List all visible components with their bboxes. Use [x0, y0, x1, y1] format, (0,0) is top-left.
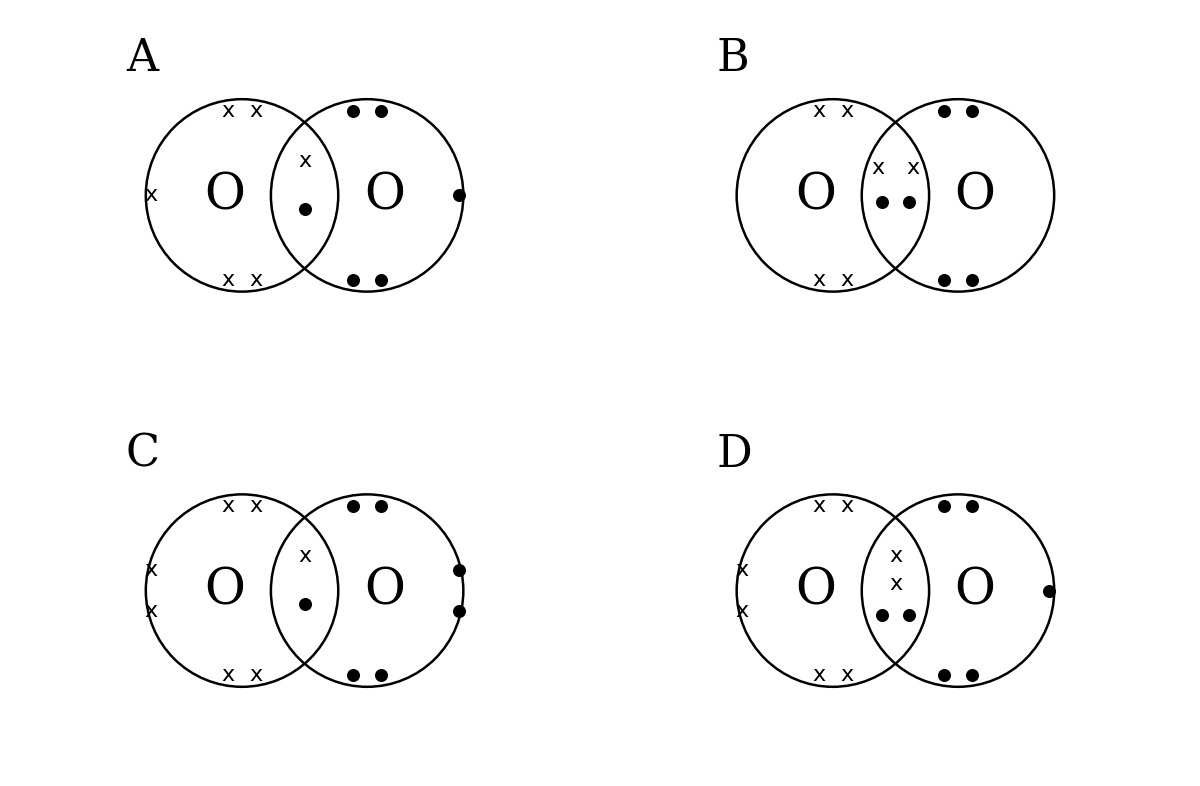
Text: x: x: [840, 270, 853, 290]
Text: x: x: [871, 158, 884, 178]
Point: [935, 274, 954, 286]
Point: [343, 105, 362, 117]
Point: [935, 669, 954, 681]
Point: [449, 605, 468, 618]
Text: B: B: [716, 37, 750, 80]
Point: [900, 196, 919, 208]
Text: O: O: [204, 566, 245, 615]
Point: [371, 105, 390, 117]
Point: [371, 669, 390, 681]
Text: x: x: [250, 496, 263, 516]
Text: O: O: [796, 566, 836, 615]
Text: O: O: [796, 171, 836, 220]
Text: x: x: [840, 496, 853, 516]
Text: O: O: [204, 171, 245, 220]
Text: A: A: [126, 37, 158, 80]
Point: [935, 500, 954, 512]
Text: x: x: [144, 601, 157, 621]
Point: [900, 608, 919, 621]
Text: x: x: [812, 270, 826, 290]
Text: x: x: [906, 158, 919, 178]
Text: x: x: [889, 574, 902, 593]
Point: [962, 105, 982, 117]
Text: x: x: [222, 101, 235, 121]
Point: [449, 564, 468, 576]
Text: x: x: [889, 546, 902, 566]
Text: x: x: [734, 560, 748, 580]
Point: [343, 669, 362, 681]
Text: D: D: [716, 432, 752, 476]
Text: x: x: [222, 270, 235, 290]
Point: [872, 196, 892, 208]
Point: [872, 608, 892, 621]
Text: O: O: [364, 171, 404, 220]
Text: O: O: [955, 171, 996, 220]
Text: x: x: [812, 496, 826, 516]
Text: x: x: [144, 185, 157, 205]
Point: [371, 500, 390, 512]
Text: x: x: [734, 601, 748, 621]
Text: x: x: [812, 665, 826, 685]
Point: [935, 105, 954, 117]
Text: x: x: [144, 560, 157, 580]
Text: x: x: [250, 665, 263, 685]
Text: x: x: [222, 665, 235, 685]
Text: x: x: [222, 496, 235, 516]
Point: [1039, 584, 1058, 597]
Point: [295, 598, 314, 611]
Point: [962, 669, 982, 681]
Point: [343, 500, 362, 512]
Text: x: x: [250, 270, 263, 290]
Point: [295, 203, 314, 215]
Text: x: x: [250, 101, 263, 121]
Text: O: O: [364, 566, 404, 615]
Point: [343, 274, 362, 286]
Point: [371, 274, 390, 286]
Point: [962, 274, 982, 286]
Text: x: x: [812, 101, 826, 121]
Text: x: x: [298, 151, 311, 171]
Point: [449, 189, 468, 202]
Text: x: x: [840, 665, 853, 685]
Text: x: x: [298, 546, 311, 566]
Text: x: x: [840, 101, 853, 121]
Point: [962, 500, 982, 512]
Text: C: C: [126, 432, 160, 476]
Text: O: O: [955, 566, 996, 615]
